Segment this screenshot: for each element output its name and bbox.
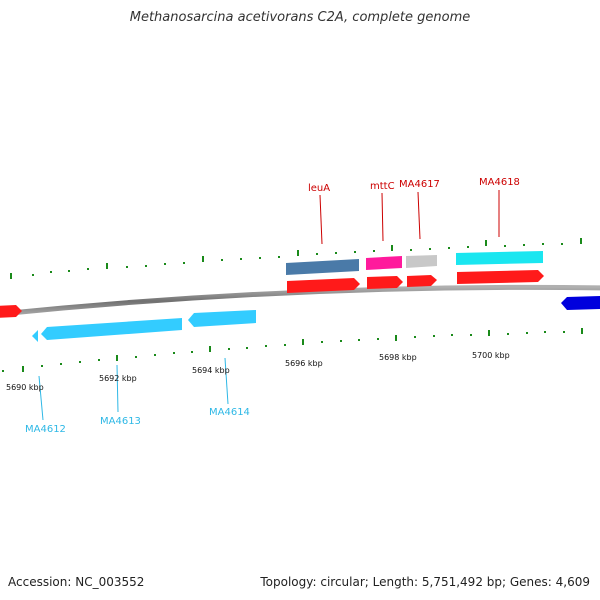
gene-MA4613-arrow[interactable]: [41, 318, 182, 340]
cds-arrow[interactable]: [0, 305, 22, 318]
gene-MA4617-box[interactable]: [406, 255, 437, 268]
gene-label-mttC: mttC: [370, 181, 395, 192]
gene-reverse-far-arrow[interactable]: [561, 296, 600, 310]
axis-label: 5700 kbp: [472, 351, 510, 360]
map-title: Methanosarcina acetivorans C2A, complete…: [129, 10, 471, 25]
lower-tick-track: [2, 328, 583, 372]
gene-label-MA4612: MA4612: [25, 424, 66, 435]
gene-label-leuA: leuA: [308, 183, 330, 194]
forward-cds-track: [0, 270, 544, 318]
gene-label-MA4617: MA4617: [399, 179, 440, 190]
axis-label: 5696 kbp: [285, 359, 323, 368]
genome-summary-text: Topology: circular; Length: 5,751,492 bp…: [260, 575, 590, 589]
axis-label: 5690 kbp: [6, 383, 44, 392]
gene-leuA-box[interactable]: [286, 259, 359, 275]
forward-gene-track: [286, 251, 543, 275]
gene-MA4612-arrow[interactable]: [32, 330, 38, 342]
axis-label: 5694 kbp: [192, 366, 230, 375]
cds-arrow[interactable]: [457, 270, 544, 284]
bottom-callouts: [38, 357, 229, 421]
axis-label: 5698 kbp: [379, 353, 417, 362]
cds-arrow[interactable]: [287, 278, 360, 293]
gene-MA4614-arrow[interactable]: [188, 310, 256, 327]
reverse-gene-track: [32, 296, 600, 342]
cds-arrow[interactable]: [407, 275, 437, 287]
upper-tick-track: [10, 238, 582, 279]
cds-arrow[interactable]: [367, 276, 403, 289]
gene-MA4618-box[interactable]: [456, 251, 543, 265]
gene-mttC-box[interactable]: [366, 256, 402, 270]
top-callouts: [319, 190, 500, 245]
gene-label-MA4614: MA4614: [209, 407, 250, 418]
gene-label-MA4613: MA4613: [100, 416, 141, 427]
gene-label-MA4618: MA4618: [479, 177, 520, 188]
axis-label: 5692 kbp: [99, 374, 137, 383]
accession-text: Accession: NC_003552: [8, 575, 145, 589]
